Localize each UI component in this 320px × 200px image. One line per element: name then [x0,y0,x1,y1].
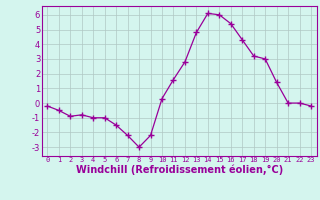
X-axis label: Windchill (Refroidissement éolien,°C): Windchill (Refroidissement éolien,°C) [76,165,283,175]
